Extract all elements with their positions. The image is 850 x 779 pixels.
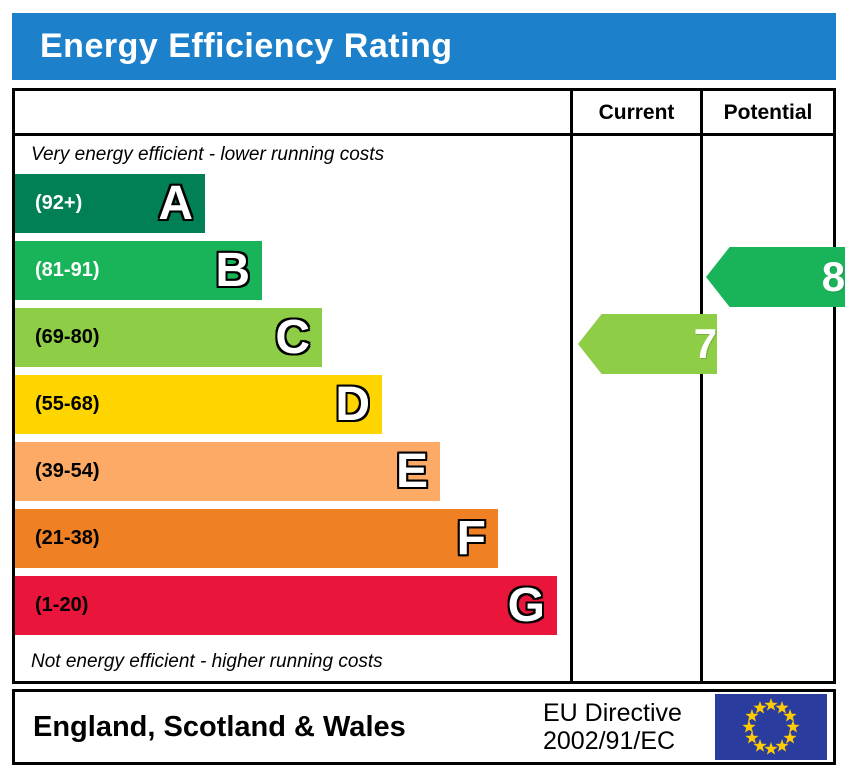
header-spacer-cell [15,91,570,133]
band-d-letter: D [335,378,370,431]
band-g-letter: G [507,579,545,632]
band-d: (55-68) D [15,375,382,434]
band-a-letter: A [158,177,193,230]
band-e: (39-54) E [15,442,440,501]
eu-directive-label: EU Directive 2002/91/EC [543,699,715,755]
band-c-letter: C [275,311,310,364]
band-b: (81-91) B [15,241,262,300]
bottom-note: Not energy efficient - higher running co… [31,651,383,672]
header-current: Current [570,91,700,133]
potential-rating-arrow: 84 [706,247,846,307]
epc-certificate: Energy Efficiency Rating Current Potenti… [12,13,846,765]
band-b-range: (81-91) [35,259,100,281]
table-body: Very energy efficient - lower running co… [15,136,846,681]
band-g: (1-20) G [15,576,557,635]
band-c: (69-80) C [15,308,322,367]
eu-directive-line2: 2002/91/EC [543,727,676,755]
band-f-letter: F [456,512,486,565]
band-b-letter: B [215,244,250,297]
potential-rating-value: 84 [821,253,846,300]
page-title: Energy Efficiency Rating [40,27,453,65]
footer-bar: England, Scotland & Wales EU Directive 2… [12,689,836,765]
current-rating-arrow: 73 [578,314,718,374]
top-note: Very energy efficient - lower running co… [31,144,385,165]
band-e-range: (39-54) [35,460,100,482]
band-e-letter: E [395,445,428,498]
band-g-range: (1-20) [35,594,89,616]
band-d-range: (55-68) [35,393,100,415]
eu-directive-line1: EU Directive [543,699,682,727]
rating-table: Current Potential Very energy efficient … [12,88,846,684]
footer-region-label: England, Scotland & Wales [33,710,406,743]
column-divider-current [570,136,573,681]
band-a: (92+) A [15,174,205,233]
band-c-range: (69-80) [35,326,100,348]
table-header-row: Current Potential [15,91,833,136]
band-f-range: (21-38) [35,527,100,549]
band-a-range: (92+) [35,192,83,214]
header-potential: Potential [700,91,833,133]
title-bar: Energy Efficiency Rating [12,13,836,80]
eu-flag-icon [715,694,827,760]
band-area: Very energy efficient - lower running co… [15,136,570,681]
current-rating-value: 73 [693,320,741,367]
column-divider-potential [700,136,703,681]
band-f: (21-38) F [15,509,498,568]
